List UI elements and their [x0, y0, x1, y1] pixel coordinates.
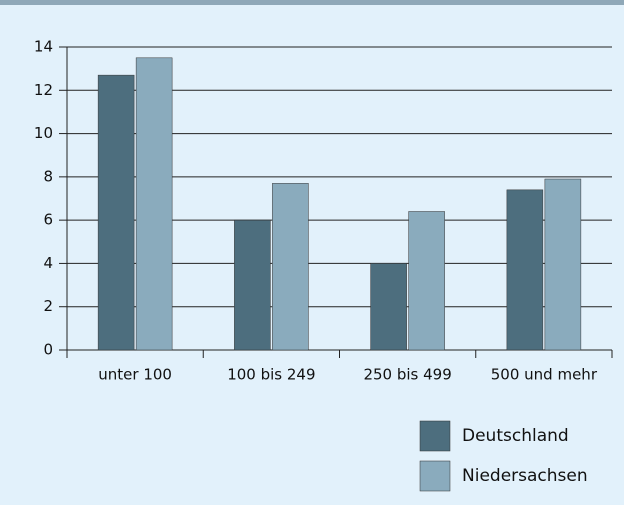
top-border: [0, 0, 624, 5]
plot: 0 2 4 6 8 10 12 14 unter 100 100 bis 249 250 bis 4…: [34, 38, 613, 384]
legend-label: Deutschland: [462, 426, 569, 446]
y-tick-label: 6: [43, 211, 53, 229]
legend: Deutschland Niedersachsen: [419, 420, 588, 492]
x-tick-label: 100 bis 249: [227, 366, 315, 384]
bar: [370, 263, 407, 351]
bar: [234, 219, 271, 351]
y-tick-label: 10: [34, 124, 53, 142]
legend-swatch: [419, 420, 451, 452]
y-tick-label: 8: [43, 167, 53, 185]
bar: [272, 183, 309, 351]
y-tick-label: 12: [34, 81, 53, 99]
y-tick-label: 0: [43, 341, 53, 359]
x-tick-label: 500 und mehr: [491, 366, 598, 384]
legend-label: Niedersachsen: [462, 466, 588, 486]
bar: [506, 189, 544, 351]
x-tick-label: unter 100: [98, 366, 172, 384]
y-tick-label: 14: [34, 38, 53, 56]
bar: [97, 74, 135, 351]
legend-swatch: [419, 460, 451, 492]
bar: [135, 57, 173, 351]
y-tick-label: 4: [43, 254, 53, 272]
x-tick-label: 250 bis 499: [363, 366, 451, 384]
bar: [408, 211, 445, 351]
bar: [544, 178, 582, 351]
y-tick-label: 2: [43, 297, 53, 315]
